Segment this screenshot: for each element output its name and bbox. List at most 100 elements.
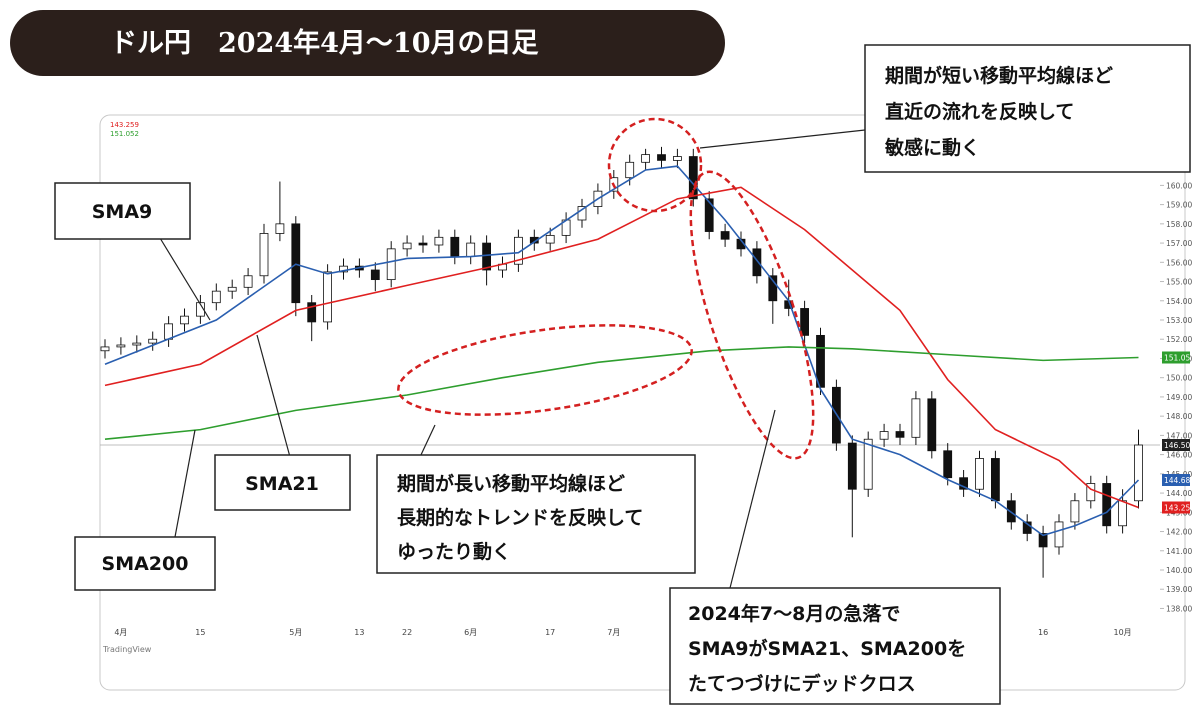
y-tick-label: 152.00 [1166, 335, 1192, 344]
title: ドル円 2024年4月～10月の日足 [110, 27, 539, 59]
x-tick-label: 13 [354, 628, 364, 637]
candle-body [1118, 500, 1127, 527]
candle-body [370, 269, 380, 281]
candle-body [275, 223, 285, 234]
y-tick-label: 154.00 [1166, 297, 1192, 306]
note-text: 直近の流れを反映して [885, 100, 1074, 123]
note-text: 長期的なトレンドを反映して [397, 506, 643, 529]
y-tick-label: 149.00 [1166, 393, 1192, 402]
leader [729, 409, 776, 589]
note-text: たてつづけにデッドクロス [688, 672, 916, 695]
x-tick-label: 16 [1038, 628, 1048, 637]
y-tick-label: 153.00 [1166, 316, 1192, 325]
leader [256, 334, 291, 458]
candle-body [943, 450, 953, 479]
candle-body [164, 323, 174, 340]
candle-body [307, 302, 317, 323]
y-tick-label: 144.00 [1166, 489, 1192, 498]
candle-body [1134, 444, 1143, 502]
x-tick-label: 10月 [1114, 628, 1132, 637]
note-text: 2024年7～8月の急落で [688, 602, 900, 625]
price-tag-label: 146.50 [1164, 441, 1190, 450]
candle-body [116, 344, 126, 348]
note-box [864, 44, 1191, 173]
ma-line [104, 165, 1140, 537]
candle-body [704, 198, 714, 232]
candle-body [195, 302, 205, 317]
legend-value: 143.259 [110, 121, 139, 129]
y-tick-label: 157.00 [1166, 239, 1192, 248]
annotations: 期間が短い移動平均線ほど 直近の流れを反映して 敏感に動く SMA9 SMA21… [54, 44, 1191, 705]
note-box [669, 587, 1001, 705]
candle-body [673, 156, 682, 161]
candle-body [720, 231, 730, 240]
label-text: SMA9 [92, 201, 153, 223]
candle-body [529, 236, 539, 244]
price-tag [1162, 439, 1190, 451]
y-tick-label: 160.00 [1166, 181, 1192, 190]
note-text: 期間が長い移動平均線ほど [397, 472, 625, 495]
candle-body [641, 154, 650, 163]
candle-body [1102, 483, 1112, 527]
candle-body [386, 248, 396, 281]
candle-body [545, 234, 555, 244]
candle-body [895, 431, 905, 438]
note-box [376, 454, 696, 574]
x-tick-label: 4月 [114, 628, 127, 637]
candle-body [911, 398, 921, 438]
y-tick-label: 148.00 [1166, 412, 1192, 421]
x-tick-label: 6月 [464, 628, 477, 637]
x-tick-label: 5月 [289, 628, 302, 637]
candle-body [482, 242, 492, 271]
candle-body [148, 338, 158, 344]
note-text: 敏感に動く [884, 136, 980, 159]
price-tag [1162, 474, 1190, 486]
candle-body [450, 236, 460, 257]
y-tick-label: 155.00 [1166, 278, 1192, 287]
note-text: SMA9がSMA21、SMA200を [688, 637, 966, 660]
candle-body [434, 236, 444, 246]
leader [699, 129, 866, 149]
label-box [214, 454, 351, 511]
candle-body [466, 242, 476, 257]
price-tag [1162, 351, 1190, 364]
x-tick-label: 17 [545, 628, 555, 637]
y-tick-label: 138.00 [1166, 604, 1192, 613]
leader [159, 237, 211, 321]
candle-body [991, 458, 1000, 502]
note-text: ゆったり動く [397, 541, 511, 563]
candle-body [100, 346, 110, 352]
x-tick-label: 22 [402, 628, 412, 637]
y-tick-label: 156.00 [1166, 258, 1192, 267]
leader [419, 424, 436, 458]
y-tick-label: 139.00 [1166, 585, 1192, 594]
x-tick-label: 15 [195, 628, 205, 637]
y-tick-label: 141.00 [1166, 547, 1192, 556]
candle-body [180, 315, 189, 325]
chart-panel [99, 114, 1186, 691]
y-tick-label: 158.00 [1166, 220, 1192, 229]
candle-body [339, 265, 348, 273]
y-tick-label: 140.00 [1166, 566, 1192, 575]
price-tag-label: 143.25 [1164, 504, 1190, 513]
y-tick-label: 150.00 [1166, 374, 1192, 383]
candle-body [227, 286, 237, 292]
price-tag-label: 151.05 [1164, 354, 1190, 363]
price-tag [1162, 501, 1190, 514]
candle-body [800, 308, 809, 336]
candle-body [927, 398, 937, 452]
label-text: SMA21 [245, 473, 319, 495]
x-tick-label: 7月 [607, 628, 620, 637]
candle-body [847, 442, 857, 490]
candle-body [1070, 500, 1080, 523]
y-tick-label: 159.00 [1166, 201, 1192, 210]
ma-line [104, 346, 1139, 441]
candle-body [879, 431, 889, 440]
candle-body [402, 242, 412, 250]
candle-body [1054, 521, 1064, 548]
candle-body [132, 342, 142, 346]
y-tick-label: 147.00 [1166, 431, 1192, 440]
label-box [74, 536, 216, 591]
ellipse [607, 117, 703, 213]
